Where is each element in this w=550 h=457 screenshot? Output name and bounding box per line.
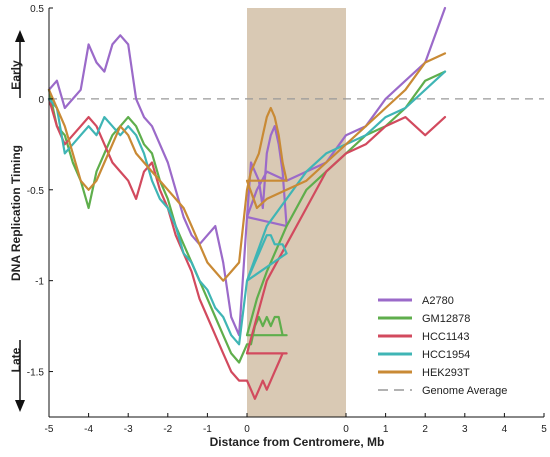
x-tick-label: -3 xyxy=(124,424,133,435)
y-tick-label: -1.5 xyxy=(27,368,45,379)
legend-label-hcc1143: HCC1143 xyxy=(422,331,470,343)
x-tick-label: 3 xyxy=(462,424,468,435)
series-line-hcc1954 xyxy=(47,70,447,346)
legend-label-a2780: A2780 xyxy=(422,295,454,307)
legend: A2780 GM12878 HCC1143 HCC1954 HEK293T Genome … xyxy=(378,295,507,397)
early-arrow xyxy=(15,30,25,98)
y-axis-title: DNA Replication Timing xyxy=(9,145,23,281)
axes: 0.5 0 -0.5 -1 -1.5 -5 -4 -3 -2 -1 0 0 1 2 3 4 5 xyxy=(27,4,547,435)
x-axis-title: Distance from Centromere, Mb xyxy=(210,435,385,449)
series-line-a2780 xyxy=(47,6,447,337)
x-tick-label: -2 xyxy=(163,424,172,435)
centromere-band xyxy=(247,8,346,417)
late-arrow xyxy=(15,340,25,412)
x-tick-label: 1 xyxy=(383,424,389,435)
legend-label-genome-average: Genome Average xyxy=(422,385,507,397)
x-tick-label: -1 xyxy=(203,424,212,435)
late-annotation: Late xyxy=(9,347,23,372)
legend-label-hek293t: HEK293T xyxy=(422,367,470,379)
series-line-gm12878 xyxy=(47,70,447,364)
y-tick-label: -1 xyxy=(35,277,44,288)
plot-area xyxy=(47,6,544,417)
early-annotation: Early xyxy=(9,60,23,90)
x-tick-label: 4 xyxy=(502,424,508,435)
y-tick-label: 0 xyxy=(38,95,44,106)
x-tick-label: 0 xyxy=(343,424,349,435)
series-line-hcc1143 xyxy=(47,97,447,400)
legend-label-hcc1954: HCC1954 xyxy=(422,349,470,361)
x-tick-label: -5 xyxy=(45,424,54,435)
y-tick-label: 0.5 xyxy=(30,4,44,15)
y-tick-label: -0.5 xyxy=(27,186,45,197)
series-line-hek293t xyxy=(47,52,447,282)
x-tick-label: -4 xyxy=(84,424,93,435)
legend-label-gm12878: GM12878 xyxy=(422,313,470,325)
x-tick-label: 0 xyxy=(244,424,250,435)
x-tick-label: 2 xyxy=(422,424,428,435)
x-tick-label: 5 xyxy=(541,424,547,435)
